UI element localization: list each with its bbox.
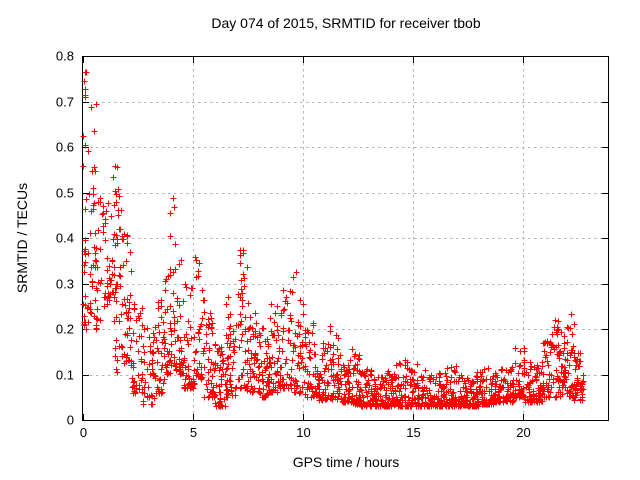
y-tick-label: 0.6 [56, 140, 74, 155]
y-tick-label: 0.3 [56, 277, 74, 292]
y-tick-label: 0.8 [56, 49, 74, 64]
x-tick-label: 10 [296, 425, 310, 440]
x-tick-label: 15 [406, 425, 420, 440]
y-tick-label: 0.7 [56, 95, 74, 110]
y-tick-label: 0 [67, 413, 74, 428]
x-tick-label: 5 [190, 425, 197, 440]
y-tick-label: 0.5 [56, 186, 74, 201]
plot-border [82, 56, 609, 421]
y-tick-label: 0.2 [56, 322, 74, 337]
chart-title: Day 074 of 2015, SRMTID for receiver tbo… [211, 15, 481, 31]
x-tick-label: 0 [80, 425, 87, 440]
y-tick-label: 0.1 [56, 368, 74, 383]
x-tick-label: 20 [516, 425, 530, 440]
x-axis-title: GPS time / hours [292, 454, 400, 470]
scatter-points [80, 69, 587, 410]
y-tick-label: 0.4 [56, 231, 74, 246]
